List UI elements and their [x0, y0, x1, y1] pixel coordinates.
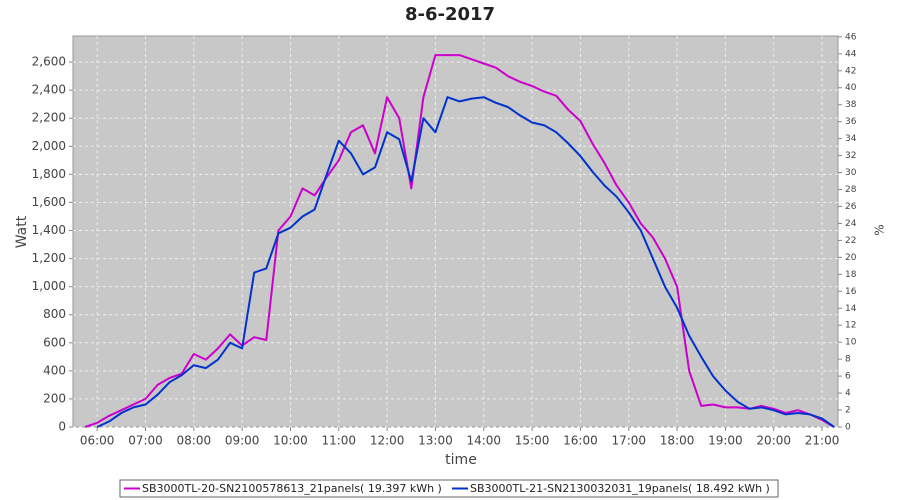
y2-tick-label: 4: [845, 389, 851, 399]
y-tick-label: 600: [43, 335, 66, 349]
y2-tick-label: 30: [845, 168, 857, 178]
y2-tick-label: 10: [845, 338, 857, 348]
x-tick-label: 12:00: [370, 434, 405, 448]
x-axis-title: time: [445, 452, 477, 468]
y2-tick-label: 0: [845, 423, 851, 433]
y2-tick-label: 26: [845, 202, 857, 212]
y2-tick-label: 22: [845, 236, 856, 246]
y-tick-label: 1,600: [32, 195, 66, 209]
y-axis-title: Watt: [14, 215, 30, 248]
x-tick-label: 08:00: [177, 434, 212, 448]
y2-tick-label: 32: [845, 151, 856, 161]
x-tick-label: 20:00: [756, 434, 791, 448]
y2-tick-label: 34: [845, 134, 857, 144]
y-tick-label: 2,200: [32, 111, 66, 125]
x-tick-label: 21:00: [805, 434, 840, 448]
y2-tick-label: 14: [845, 304, 857, 314]
y-tick-label: 2,600: [32, 55, 66, 69]
y-tick-label: 1,200: [32, 251, 66, 265]
x-tick-label: 10:00: [273, 434, 308, 448]
y2-tick-label: 24: [845, 219, 857, 229]
y-tick-label: 2,400: [32, 83, 66, 97]
y2-tick-label: 46: [845, 32, 857, 42]
y2-tick-label: 16: [845, 287, 857, 297]
x-tick-label: 06:00: [80, 434, 115, 448]
x-tick-label: 07:00: [128, 434, 163, 448]
y-tick-label: 0: [58, 420, 66, 434]
y2-tick-label: 8: [845, 355, 851, 365]
x-tick-label: 17:00: [611, 434, 646, 448]
y-tick-label: 800: [43, 307, 66, 321]
x-tick-label: 19:00: [708, 434, 743, 448]
x-tick-label: 16:00: [563, 434, 598, 448]
y2-tick-label: 12: [845, 321, 856, 331]
y2-tick-label: 28: [845, 185, 857, 195]
x-tick-label: 11:00: [321, 434, 356, 448]
y-tick-label: 1,000: [32, 279, 66, 293]
x-tick-label: 18:00: [660, 434, 695, 448]
y-tick-label: 1,400: [32, 223, 66, 237]
y-tick-label: 200: [43, 391, 66, 405]
legend: [119, 479, 779, 498]
y2-tick-label: 20: [845, 253, 857, 263]
y2-tick-label: 42: [845, 66, 856, 76]
chart-title: 8-6-2017: [405, 4, 495, 25]
y2-tick-label: 38: [845, 100, 857, 110]
y2-tick-label: 6: [845, 372, 851, 382]
y-tick-label: 1,800: [32, 167, 66, 181]
plot-area: [72, 35, 839, 428]
y-tick-label: 2,000: [32, 139, 66, 153]
x-tick-label: 14:00: [466, 434, 501, 448]
y2-tick-label: 2: [845, 406, 851, 416]
y2-tick-label: 36: [845, 117, 857, 127]
legend-label: SB3000TL-21-SN2130032031_19panels( 18.49…: [470, 482, 770, 495]
series-line: [84, 54, 835, 428]
x-tick-label: 13:00: [418, 434, 453, 448]
y2-tick-label: 44: [845, 49, 857, 59]
y-tick-label: 400: [43, 363, 66, 377]
y2-tick-label: 18: [845, 270, 857, 280]
y2-tick-label: 40: [845, 83, 857, 93]
legend-label: SB3000TL-20-SN2100578613_21panels( 19.39…: [142, 482, 442, 495]
series-line: [96, 96, 835, 428]
y2-axis-title: %: [873, 224, 887, 235]
x-tick-label: 15:00: [515, 434, 550, 448]
x-tick-label: 09:00: [225, 434, 260, 448]
